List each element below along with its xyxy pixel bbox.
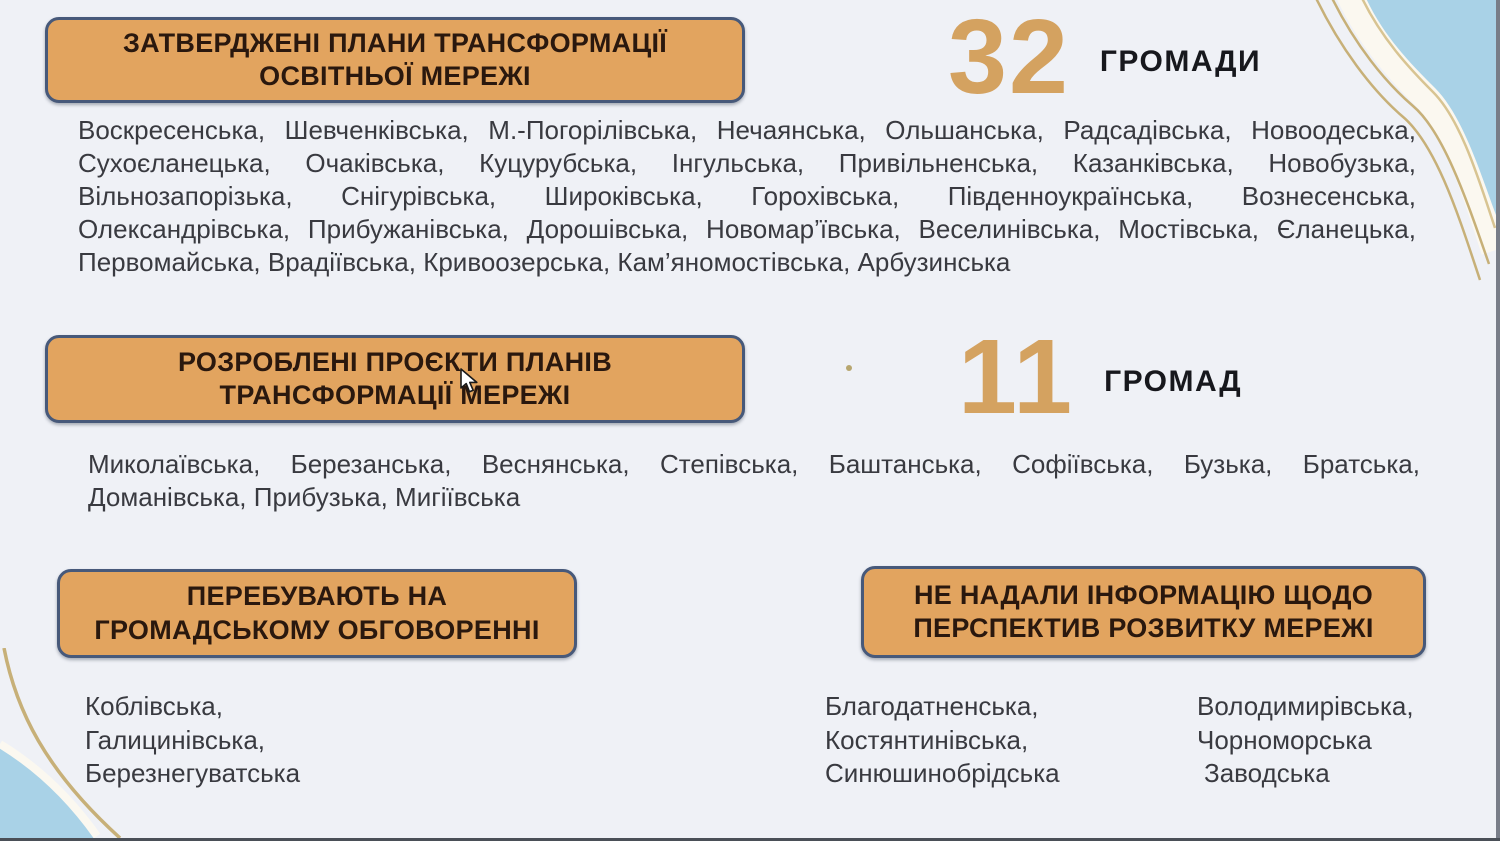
public-discussion-title: ПЕРЕБУВАЮТЬ НА ГРОМАДСЬКОМУ ОБГОВОРЕННІ [94,581,540,645]
public-discussion-card: ПЕРЕБУВАЮТЬ НА ГРОМАДСЬКОМУ ОБГОВОРЕННІ [57,569,577,658]
public-discussion-communities-list: Коблівська, Галицинівська, Березнегуватс… [85,690,300,791]
approved-plans-title: ЗАТВЕРДЖЕНІ ПЛАНИ ТРАНСФОРМАЦІЇ ОСВІТНЬО… [122,27,668,91]
list-item: Костянтинівська, [825,724,1029,755]
list-item: Чорноморська [1197,724,1372,755]
approved-count: 32 ГРОМАДИ [948,0,1262,117]
decorative-dot [846,365,852,371]
no-info-communities-column-2: Володимирівська, Чорноморська Заводська [1197,690,1414,791]
drafted-count-number: 11 [958,318,1075,437]
drafted-plans-title: РОЗРОБЛЕНІ ПРОЄКТИ ПЛАНІВ ТРАНСФОРМАЦІЇ … [177,346,613,410]
approved-count-number: 32 [948,0,1070,117]
list-item: Коблівська, [85,691,223,721]
list-item: Синюшинобрідська [825,758,1060,788]
drafted-count-unit: ГРОМАД [1104,365,1243,398]
window-edge-right [1496,0,1500,841]
list-item: Благодатненська, [825,691,1039,721]
approved-plans-card: ЗАТВЕРДЖЕНІ ПЛАНИ ТРАНСФОРМАЦІЇ ОСВІТНЬО… [45,17,745,103]
list-item: Заводська [1204,758,1330,788]
list-item: Березнегуватська [85,758,301,788]
drafted-plans-card: РОЗРОБЛЕНІ ПРОЄКТИ ПЛАНІВ ТРАНСФОРМАЦІЇ … [45,335,745,423]
no-info-title: НЕ НАДАЛИ ІНФОРМАЦІЮ ЩОДО ПЕРСПЕКТИВ РОЗ… [913,579,1374,643]
no-info-communities-column-1: Благодатненська, Костянтинівська, Синюши… [825,690,1060,791]
drafted-communities-list: Миколаївська, Березанська, Веснянська, С… [88,449,1420,512]
drafted-count: 11 ГРОМАД [958,318,1243,437]
list-item: Володимирівська, [1197,691,1414,721]
approved-count-unit: ГРОМАДИ [1099,45,1262,78]
window-edge-bottom [0,838,1500,841]
list-item: Галицинівська, [85,724,266,755]
mouse-cursor-icon [460,368,478,393]
no-info-card: НЕ НАДАЛИ ІНФОРМАЦІЮ ЩОДО ПЕРСПЕКТИВ РОЗ… [861,566,1426,658]
approved-communities-list: Воскресенська, Шевченківська, М.-Погоріл… [78,115,1416,277]
